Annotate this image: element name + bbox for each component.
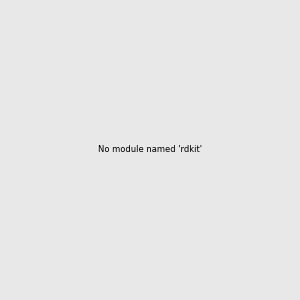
Text: No module named 'rdkit': No module named 'rdkit' — [98, 146, 202, 154]
